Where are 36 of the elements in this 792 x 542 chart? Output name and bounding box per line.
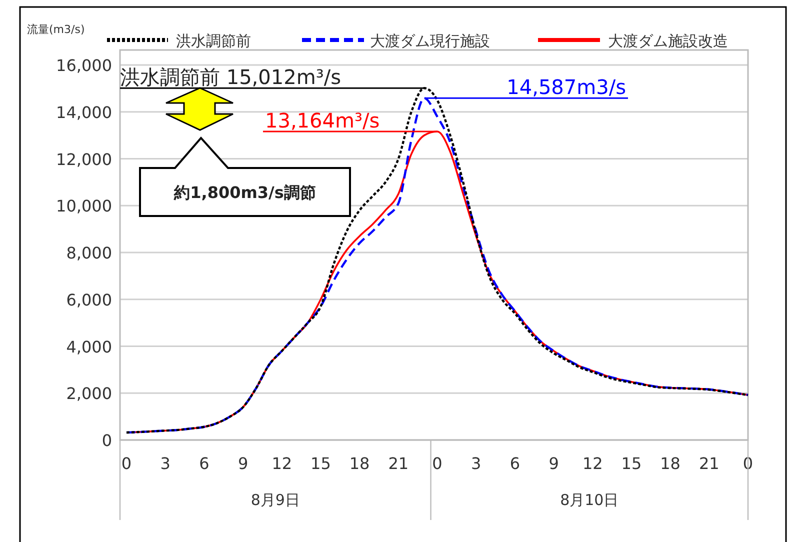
y-tick-label: 6,000 [66, 290, 112, 310]
x-tick-label: 15 [310, 454, 331, 473]
x-tick-label: 12 [582, 454, 603, 473]
legend-label: 洪水調節前 [176, 32, 251, 50]
x-tick-label: 21 [388, 454, 409, 473]
x-tick-label: 9 [238, 454, 248, 473]
x-tick-label: 18 [349, 454, 370, 473]
x-tick-label: 6 [510, 454, 520, 473]
annotation: 約1,800m3/s調節 [173, 183, 316, 202]
text: 8月10日 [560, 491, 619, 509]
legend-label: 大渡ダム現行施設 [370, 32, 490, 50]
ref-line-label: 洪水調節前 15,012m³/s [120, 65, 341, 90]
y-axis-title: 流量(m3/s) [27, 23, 85, 36]
x-tick-label: 15 [621, 454, 642, 473]
y-tick-label: 2,000 [66, 384, 112, 404]
text: 8月9日 [250, 491, 300, 509]
y-tick-label: 0 [102, 431, 112, 450]
x-tick-label: 0 [432, 454, 442, 473]
x-tick-label: 0 [121, 454, 132, 473]
y-tick-label: 12,000 [56, 150, 112, 169]
y-tick-label: 16,000 [56, 56, 112, 75]
x-tick-label: 12 [272, 454, 292, 473]
y-tick-label: 8,000 [66, 244, 112, 262]
x-tick-label: 9 [548, 454, 559, 473]
ref-line-label: 13,164m³/s [265, 108, 380, 132]
x-tick-label: 3 [160, 454, 170, 473]
x-tick-label: 3 [471, 454, 482, 473]
ref-line-label: 14,587m3/s [506, 75, 626, 100]
x-tick-label: 18 [660, 454, 680, 473]
y-tick-label: 14,000 [56, 102, 112, 122]
x-tick-label: 21 [698, 454, 720, 473]
y-tick-label: 10,000 [56, 196, 112, 216]
y-tick-label: 4,000 [66, 337, 112, 356]
x-tick-label: 6 [199, 454, 210, 473]
callout-box: 約1,800m3/s調節 [139, 136, 351, 217]
legend-label: 大渡ダム施設改造 [608, 32, 728, 50]
